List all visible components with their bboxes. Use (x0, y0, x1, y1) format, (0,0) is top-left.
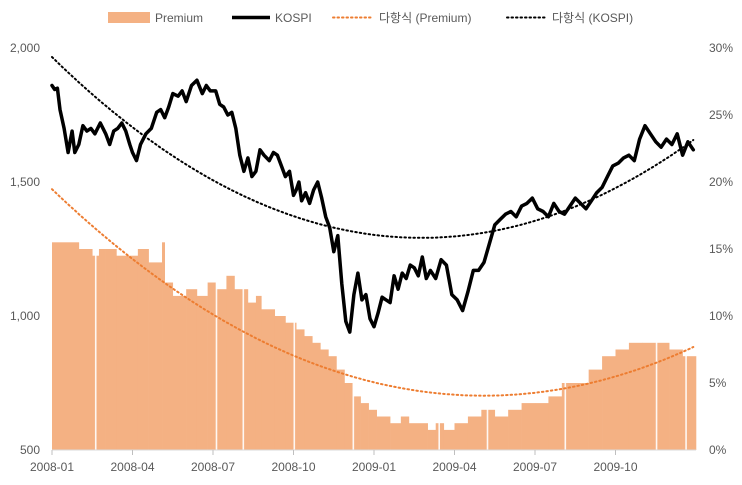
premium-bar (261, 309, 276, 450)
premium-bar (443, 429, 455, 450)
premium-bar-gap (352, 48, 355, 450)
premium-bar (602, 356, 616, 450)
premium-bar (304, 336, 313, 450)
y-axis-right: 0% 5% 10% 15% 20% 25% 30% (709, 41, 733, 457)
legend-label-premium: Premium (155, 11, 203, 25)
premium-bar (207, 282, 216, 450)
x-axis: 2008-01 2008-04 2008-07 2008-10 2009-01 2009-… (30, 449, 696, 474)
y-left-tick-label: 2,000 (10, 41, 40, 55)
premium-bar (285, 322, 297, 450)
premium-bar (548, 396, 563, 450)
y-left-tick-label: 1,000 (10, 309, 40, 323)
x-tick-label: 2009-01 (352, 460, 396, 474)
premium-bar (615, 349, 630, 450)
premium-bar-gap (685, 48, 687, 450)
y-right-tick-label: 10% (709, 309, 733, 323)
premium-bar (352, 396, 361, 450)
premium-bar (196, 295, 208, 450)
y-right-tick-label: 30% (709, 41, 733, 55)
premium-trend-line (51, 188, 695, 397)
premium-bar-gap (94, 48, 97, 450)
premium-bar (655, 342, 670, 450)
premium-bar (360, 403, 369, 450)
premium-bar-gap (215, 48, 218, 450)
y-left-tick-label: 500 (20, 443, 40, 457)
premium-bar (312, 342, 321, 450)
premium-bar (162, 242, 165, 450)
premium-bar (628, 342, 643, 450)
y-right-tick-label: 5% (709, 376, 727, 390)
premium-bar (368, 409, 377, 450)
premium-bar (336, 369, 345, 450)
premium-bar (78, 249, 93, 450)
y-right-tick-label: 20% (709, 175, 733, 189)
premium-bar-gap (564, 48, 567, 450)
premium-bar-gap (242, 48, 245, 450)
premium-bar (454, 423, 469, 450)
premium-bar-gap (655, 48, 658, 450)
premium-bar (521, 403, 536, 450)
premium-bar (137, 249, 149, 450)
premium-bar (376, 416, 391, 450)
trend-lines (51, 56, 695, 397)
premium-bar (494, 416, 509, 450)
premium-bar (98, 249, 106, 450)
premium-bar (669, 349, 683, 450)
premium-bar (561, 383, 576, 450)
y-right-tick-label: 15% (709, 242, 733, 256)
premium-bar (148, 262, 163, 450)
premium-bar (344, 383, 353, 450)
premium-bar (427, 429, 437, 450)
kospi-line (50, 78, 696, 334)
premium-bar (467, 416, 482, 450)
x-tick-label: 2009-10 (593, 460, 637, 474)
y-right-tick-label: 25% (709, 108, 733, 122)
x-tick-label: 2008-01 (30, 460, 74, 474)
legend-swatch-premium (108, 12, 150, 23)
kospi-series-line (50, 78, 696, 334)
premium-bar (575, 383, 589, 450)
premium-bar-gap (438, 48, 440, 450)
premium-bar (247, 302, 257, 450)
x-tick-label: 2009-04 (432, 460, 476, 474)
premium-bar (116, 255, 139, 450)
premium-bar-gap (293, 48, 296, 450)
premium-bar (535, 403, 549, 450)
premium-bar (105, 249, 117, 450)
legend-label-kospi_trend: 다항식 (KOSPI) (552, 11, 633, 25)
premium-bar (328, 356, 337, 450)
premium-bar (186, 289, 198, 450)
premium-bar (255, 295, 262, 450)
premium-bar (226, 275, 235, 450)
premium-bar (642, 342, 657, 450)
legend-label-kospi: KOSPI (275, 11, 312, 25)
premium-bar (234, 289, 249, 450)
legend: Premium KOSPI 다항식 (Premium) 다항식 (KOSPI) (108, 11, 633, 25)
premium-bar (682, 356, 697, 450)
premium-bar (408, 423, 428, 450)
legend-label-premium_trend: 다항식 (Premium) (379, 11, 471, 25)
x-tick-label: 2008-10 (271, 460, 315, 474)
premium-bar (508, 409, 522, 450)
premium-bar (52, 242, 80, 450)
kospi-trend-line (51, 56, 695, 239)
premium-bar (164, 282, 174, 450)
x-tick-label: 2008-07 (191, 460, 235, 474)
premium-bar (400, 416, 410, 450)
premium-bar (172, 295, 187, 450)
y-left-tick-label: 1,500 (10, 175, 40, 189)
x-tick-label: 2009-07 (513, 460, 557, 474)
y-axis-left: 500 1,000 1,500 2,000 (10, 41, 40, 457)
premium-bar (588, 369, 603, 450)
premium-bar (296, 329, 305, 450)
premium-bars (52, 48, 697, 450)
premium-bar (215, 289, 227, 450)
premium-bar (390, 423, 402, 450)
premium-bar (320, 349, 329, 450)
y-right-tick-label: 0% (709, 443, 727, 457)
x-tick-label: 2008-04 (110, 460, 154, 474)
premium-bar (274, 316, 286, 450)
